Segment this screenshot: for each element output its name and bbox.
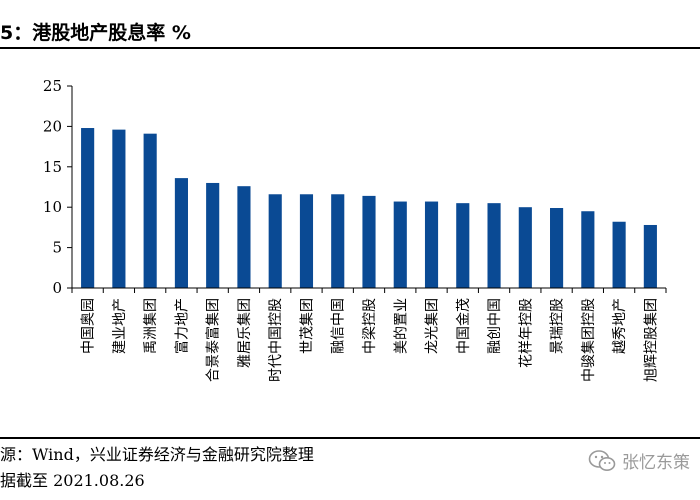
- x-tick-label: 世茂集团: [298, 298, 315, 354]
- bottom-rule: [0, 437, 700, 439]
- x-tick-label: 花样年控股: [518, 298, 534, 368]
- x-tick-label: 龙光集团: [424, 298, 441, 354]
- x-tick-label: 中骏集团控股: [580, 298, 597, 382]
- bar: [143, 133, 157, 288]
- bar: [424, 201, 439, 288]
- bar: [206, 182, 220, 288]
- x-tick-label: 雅居乐集团: [236, 298, 253, 368]
- y-axis: 0 5 10 15 20 25: [43, 77, 666, 297]
- x-tick-label: 建业地产: [112, 298, 128, 354]
- x-tick-label: 景瑞控股: [550, 298, 566, 354]
- bar: [362, 195, 376, 288]
- x-tick-label: 时代中国控股: [268, 298, 284, 382]
- source-note: 源：Wind，兴业证券经济与金融研究院整理: [0, 445, 314, 464]
- y-tick-label: 20: [43, 117, 62, 135]
- y-tick-label: 25: [43, 77, 62, 95]
- bar: [456, 203, 470, 288]
- bar: [518, 207, 532, 288]
- bar: [112, 129, 126, 288]
- watermark-text: 张忆东策: [622, 453, 690, 473]
- bar: [237, 186, 251, 288]
- y-tick-label: 5: [52, 239, 62, 257]
- x-tick-label: 中国金茂: [455, 298, 472, 354]
- x-tick-label: 合景泰富集团: [205, 298, 222, 382]
- x-axis-labels: 中国奥园 建业地产 禹洲集团 富力地产 合景泰富集团 雅居乐集团 时代中国控股 世茂集团 融信中…: [71, 288, 667, 382]
- chart-title: 5：港股地产股息率 %: [0, 22, 191, 44]
- y-tick-label: 15: [43, 158, 62, 176]
- x-tick-label: 美的置业: [393, 298, 409, 354]
- y-tick-label: 0: [52, 279, 62, 297]
- x-tick-label: 融信中国: [331, 298, 347, 354]
- bar: [331, 194, 345, 288]
- bars-group: [81, 128, 657, 288]
- wechat-icon: [588, 449, 616, 471]
- bar-chart: 0 5 10 15 20 25 中国奥园 建业地产 禹洲集团 富力地产 合景泰富集团 雅居乐集团 时代…: [43, 77, 667, 382]
- x-tick-label: 越秀地产: [612, 298, 628, 354]
- bar: [612, 221, 626, 288]
- watermark: 张忆东策: [588, 448, 690, 473]
- bar: [487, 203, 501, 288]
- bar: [550, 208, 564, 288]
- bar: [268, 194, 282, 288]
- y-tick-label: 10: [43, 198, 62, 216]
- x-tick-label: 富力地产: [173, 298, 190, 354]
- top-rule: [0, 47, 700, 49]
- bar: [643, 224, 657, 288]
- x-tick-label: 中国奥园: [80, 298, 97, 354]
- bar: [581, 211, 595, 288]
- bar: [81, 128, 95, 288]
- bar: [393, 201, 407, 288]
- x-tick-label: 融创中国: [487, 298, 503, 354]
- x-tick-label: 禹洲集团: [142, 298, 159, 354]
- bar: [174, 178, 188, 288]
- date-note: 据截至 2021.08.26: [0, 471, 145, 490]
- x-tick-label: 中梁控股: [362, 298, 378, 354]
- x-tick-label: 旭辉控股集团: [642, 298, 659, 382]
- bar: [299, 194, 314, 288]
